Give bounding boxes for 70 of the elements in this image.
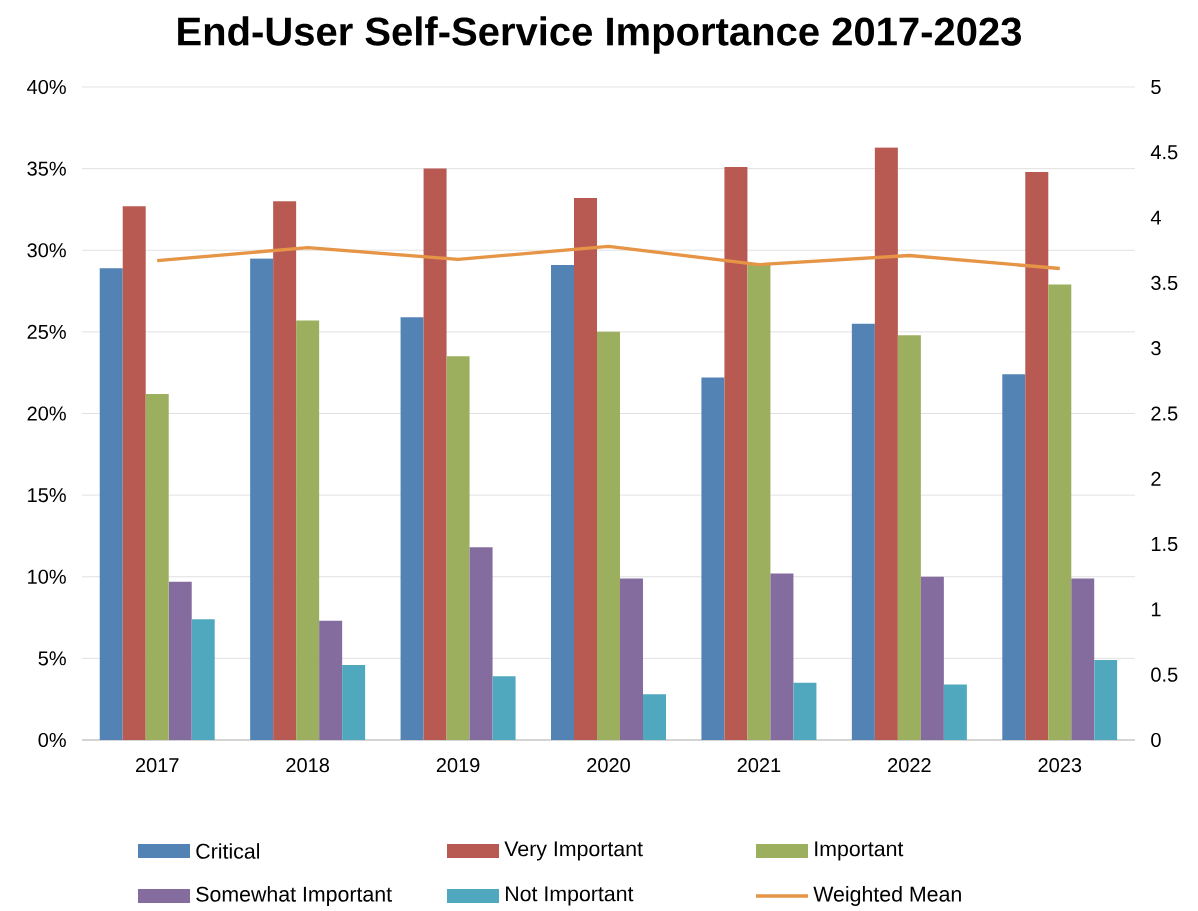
bar: [1002, 374, 1026, 740]
bar: [250, 258, 274, 740]
y-tick-label: 15%: [28, 488, 66, 503]
x-tick-label: 2020: [587, 758, 630, 773]
bar: [296, 320, 320, 740]
bar: [319, 620, 343, 740]
y2-tick-label: 2: [1151, 471, 1161, 486]
y-tick-label: 30%: [27, 243, 66, 258]
x-tick-label: 2023: [1038, 758, 1082, 773]
bar: [273, 201, 297, 740]
x-tick-label: 2019: [436, 758, 480, 773]
legend-label: Somewhat Important: [196, 886, 392, 906]
legend-label: Not Important: [506, 886, 634, 906]
legend-label: Important: [815, 841, 904, 861]
y2-tick-label: 0: [1151, 732, 1161, 748]
bar: [943, 684, 967, 740]
x-tick-label: 2021: [737, 758, 781, 773]
bar: [747, 264, 771, 740]
y-tick-label: 5%: [38, 651, 66, 666]
bar: [793, 682, 817, 740]
bar: [551, 264, 575, 740]
y2-tick-label: 5: [1151, 80, 1161, 94]
bar: [1048, 284, 1072, 740]
bar: [574, 198, 597, 740]
bar: [342, 664, 366, 740]
bar: [724, 166, 748, 740]
bar: [168, 581, 192, 740]
y2-tick-label: 1: [1151, 602, 1161, 617]
y2-tick-label: 3: [1151, 341, 1161, 356]
bar: [492, 676, 516, 740]
x-tick-label: 2017: [135, 758, 179, 773]
y2-tick-label: 4.5: [1150, 145, 1178, 160]
bar: [191, 619, 215, 740]
bar: [423, 168, 447, 740]
legend-label: Weighted Mean: [813, 886, 961, 906]
y2-tick-label: 1.5: [1151, 537, 1178, 552]
y-tick-label: 0%: [38, 732, 66, 748]
bar: [1094, 660, 1118, 740]
legend-label: Very Important: [504, 841, 643, 861]
line-series: [155, 244, 1062, 271]
bar: [643, 694, 667, 740]
y2-tick-label: 0.5: [1151, 667, 1178, 682]
x-tick-label: 2022: [888, 758, 931, 773]
y2-tick-label: 3.5: [1151, 275, 1178, 290]
bar: [620, 578, 643, 740]
bar: [770, 573, 794, 740]
bar: [851, 323, 875, 740]
y-tick-label: 10%: [28, 569, 66, 584]
bar: [701, 377, 725, 740]
bar: [446, 356, 470, 740]
bar: [1071, 578, 1095, 740]
chart-title: End-User Self-Service Importance 2017-2023: [178, 16, 1021, 54]
bar: [1025, 171, 1049, 740]
y-tick-label: 35%: [27, 161, 66, 176]
y2-tick-label: 4: [1150, 210, 1161, 225]
y-tick-label: 25%: [27, 324, 66, 339]
bar: [597, 331, 621, 740]
bar: [920, 576, 944, 740]
bar: [122, 206, 146, 740]
bar: [400, 317, 424, 740]
y-tick-label: 40%: [27, 79, 66, 95]
bar: [99, 268, 123, 740]
bar: [145, 393, 169, 740]
bar: [874, 147, 898, 740]
bar: [897, 335, 921, 740]
y-tick-label: 20%: [27, 406, 66, 421]
x-tick-label: 2018: [286, 758, 330, 773]
bar: [469, 547, 493, 740]
y2-tick-label: 2.5: [1151, 406, 1178, 421]
legend-label: Critical: [196, 843, 260, 859]
